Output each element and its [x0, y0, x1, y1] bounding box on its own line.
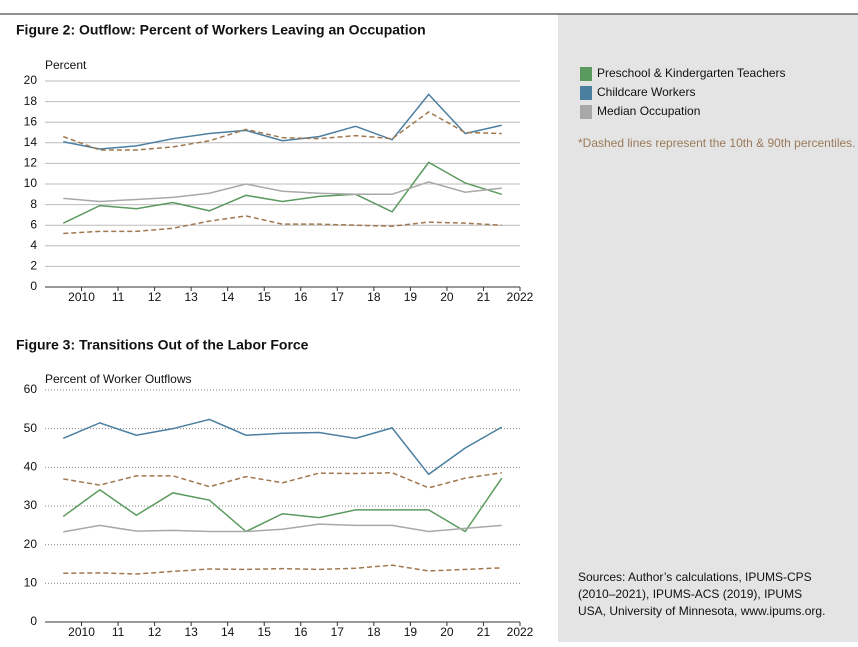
- x-tick-label: 13: [184, 290, 198, 304]
- series-line: [63, 471, 502, 489]
- note: *Dashed lines represent the 10th & 90th …: [578, 136, 856, 150]
- x-tick-label: 20: [440, 290, 454, 304]
- x-tick-label: 21: [477, 290, 491, 304]
- legend-label: Median Occupation: [597, 104, 700, 118]
- legend-swatch: [580, 105, 592, 119]
- y-tick-label: 10: [24, 176, 38, 190]
- x-tick-label: 13: [184, 625, 198, 639]
- chart-title: Figure 2: Outflow: Percent of Workers Le…: [16, 22, 426, 38]
- series-line: [63, 215, 502, 235]
- x-tick-label: 2010: [68, 625, 95, 639]
- legend-swatch: [580, 67, 592, 81]
- y-tick-label: 8: [30, 197, 37, 211]
- x-tick-label: 14: [221, 625, 235, 639]
- legend-label: Childcare Workers: [597, 85, 695, 99]
- x-tick-label: 2022: [507, 290, 534, 304]
- y-tick-label: 40: [24, 460, 38, 474]
- y-axis-label: Percent of Worker Outflows: [45, 372, 192, 386]
- y-tick-label: 20: [24, 537, 38, 551]
- x-tick-label: 11: [112, 290, 125, 304]
- y-tick-label: 6: [30, 217, 37, 231]
- y-tick-label: 12: [24, 156, 38, 170]
- chart-title: Figure 3: Transitions Out of the Labor F…: [16, 337, 309, 353]
- y-tick-label: 10: [24, 576, 38, 590]
- x-tick-label: 21: [477, 625, 491, 639]
- series-line: [63, 93, 502, 150]
- x-tick-label: 2022: [507, 625, 534, 639]
- x-tick-label: 17: [331, 625, 345, 639]
- series-line: [62, 477, 503, 533]
- series-line: [63, 523, 502, 533]
- y-tick-label: 50: [24, 421, 38, 435]
- series-line: [62, 161, 502, 224]
- y-tick-label: 0: [30, 614, 37, 628]
- y-tick-label: 14: [24, 135, 38, 149]
- x-tick-label: 14: [221, 290, 235, 304]
- y-tick-label: 30: [24, 498, 38, 512]
- x-tick-label: 15: [258, 290, 272, 304]
- x-tick-label: 16: [294, 290, 308, 304]
- series-line: [63, 111, 502, 151]
- x-tick-label: 20: [440, 625, 454, 639]
- sources-line: USA, University of Minnesota, www.ipums.…: [578, 604, 825, 618]
- sources-line: (2010–2021), IPUMS-ACS (2019), IPUMS: [578, 587, 802, 601]
- series-line: [63, 181, 502, 203]
- y-tick-label: 0: [30, 279, 37, 293]
- y-axis-label: Percent: [45, 58, 87, 72]
- x-tick-label: 19: [404, 625, 418, 639]
- x-tick-label: 12: [148, 625, 162, 639]
- x-tick-label: 16: [294, 625, 308, 639]
- legend-label: Preschool & Kindergarten Teachers: [597, 66, 786, 80]
- x-tick-label: 18: [367, 290, 381, 304]
- y-tick-label: 18: [24, 94, 38, 108]
- legend-swatch: [580, 86, 592, 100]
- y-tick-label: 4: [30, 238, 37, 252]
- x-tick-label: 15: [258, 625, 272, 639]
- x-tick-label: 11: [112, 625, 125, 639]
- y-tick-label: 60: [24, 382, 38, 396]
- x-tick-label: 12: [148, 290, 162, 304]
- side-panel: [558, 14, 858, 642]
- x-tick-label: 17: [331, 290, 345, 304]
- x-tick-label: 19: [404, 290, 418, 304]
- series-line: [62, 418, 503, 476]
- x-tick-label: 18: [367, 625, 381, 639]
- y-tick-label: 2: [30, 259, 37, 273]
- y-tick-label: 20: [24, 73, 38, 87]
- y-tick-label: 16: [24, 114, 38, 128]
- sources-line: Sources: Author’s calculations, IPUMS-CP…: [578, 570, 812, 584]
- series-line: [63, 564, 502, 575]
- x-tick-label: 2010: [68, 290, 95, 304]
